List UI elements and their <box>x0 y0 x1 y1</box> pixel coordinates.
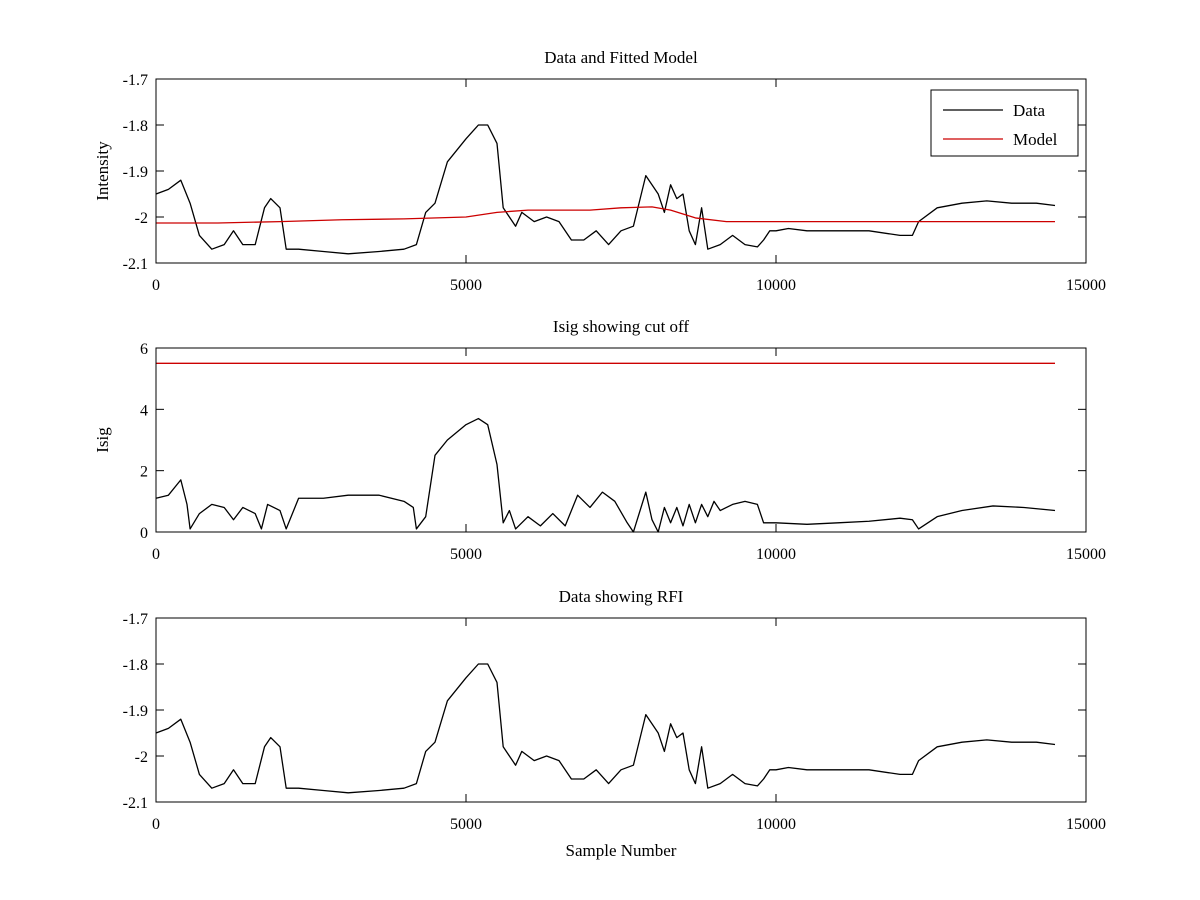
y-tick-label: -1.7 <box>123 72 148 89</box>
x-tick-label: 15000 <box>1066 816 1106 833</box>
y-tick-label: 6 <box>140 341 148 358</box>
series-line-model <box>156 206 1055 224</box>
y-tick-label: -1.8 <box>123 657 148 674</box>
y-tick-label: 2 <box>140 464 148 481</box>
x-tick-label: 15000 <box>1066 277 1106 294</box>
y-tick-label: -1.7 <box>123 611 148 628</box>
y-tick-label: 0 <box>140 525 148 542</box>
chart-title: Data and Fitted Model <box>544 48 698 67</box>
x-axis-label: Sample Number <box>566 841 677 860</box>
chart-title: Data showing RFI <box>559 587 684 606</box>
legend-label-model: Model <box>1013 130 1058 149</box>
series-line-1 <box>155 417 1056 533</box>
x-tick-label: 5000 <box>450 546 482 563</box>
y-tick-label: -1.9 <box>123 703 148 720</box>
y-tick-label: 4 <box>140 402 148 419</box>
y-tick-label: -1.8 <box>123 118 148 135</box>
x-tick-label: 0 <box>152 277 160 294</box>
x-tick-label: 5000 <box>450 277 482 294</box>
x-tick-label: 10000 <box>756 546 796 563</box>
y-tick-label: -2 <box>135 749 148 766</box>
x-tick-label: 0 <box>152 816 160 833</box>
x-tick-label: 10000 <box>756 277 796 294</box>
panel-data-showing-rfi: Data showing RFI 0 5000 10000 15000 -2.1 -2 -1.… <box>123 587 1106 860</box>
y-axis-label: Intensity <box>93 141 112 201</box>
y-tick-label: -2.1 <box>123 795 148 812</box>
series-line-1 <box>155 663 1056 794</box>
series-line-data <box>155 124 1056 255</box>
y-tick-label: -1.9 <box>123 164 148 181</box>
x-tick-label: 0 <box>152 546 160 563</box>
axes-frame <box>155 347 1087 533</box>
x-tick-label: 15000 <box>1066 546 1106 563</box>
panel-isig-showing-cut-off: Isig showing cut off 0 5000 10000 15000 0 2 4 6 I… <box>93 317 1106 563</box>
legend-box <box>930 89 1079 157</box>
y-tick-label: -2.1 <box>123 256 148 273</box>
x-tick-label: 5000 <box>450 816 482 833</box>
x-tick-label: 10000 <box>756 816 796 833</box>
chart-title: Isig showing cut off <box>553 317 689 336</box>
legend: Data Model <box>930 89 1079 157</box>
panel-data-and-fitted-model: Data and Fitted Model 0 5000 10000 15000 -2.1… <box>93 48 1106 294</box>
y-tick-label: -2 <box>135 210 148 227</box>
legend-label-data: Data <box>1013 101 1046 120</box>
y-axis-label: Isig <box>93 427 112 453</box>
axes-frame <box>155 617 1087 803</box>
